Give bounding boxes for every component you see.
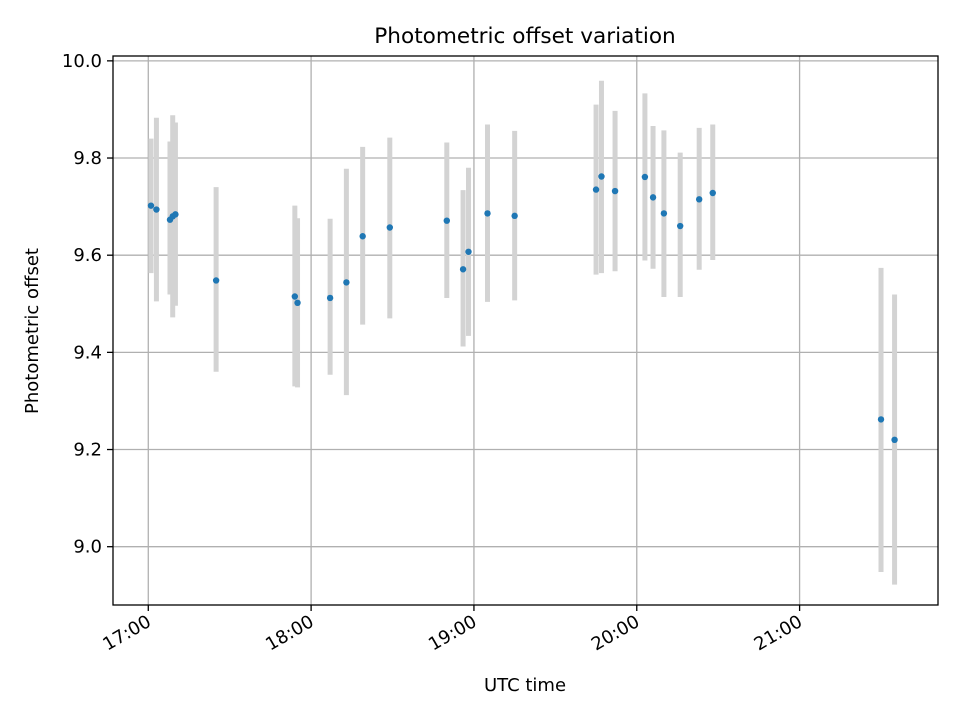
x-axis-label: UTC time: [484, 675, 566, 696]
data-point: [611, 187, 619, 195]
data-point: [877, 416, 885, 423]
data-point: [598, 173, 605, 180]
data-point: [343, 279, 350, 286]
y-axis: 9.0 9.2 9.4 9.6 9.8 10.0: [62, 51, 113, 558]
data-point: [172, 211, 179, 218]
data-point: [676, 222, 684, 230]
y-tick-label: 10.0: [62, 51, 102, 72]
data-point: [592, 186, 600, 193]
y-tick-label: 9.0: [73, 537, 102, 558]
data-point: [891, 436, 898, 444]
data-point: [695, 196, 703, 203]
data-point: [294, 299, 301, 307]
data-point: [709, 189, 716, 197]
data-point: [484, 210, 491, 217]
chart-title: Photometric offset variation: [374, 24, 675, 49]
y-tick-label: 9.2: [73, 440, 102, 461]
data-point: [641, 173, 649, 181]
y-axis-label: Photometric offset: [22, 248, 43, 414]
y-tick-label: 9.8: [73, 148, 102, 169]
data-point: [359, 233, 366, 240]
data-point: [147, 202, 155, 209]
data-point: [511, 212, 518, 220]
data-point: [660, 210, 668, 217]
data-point: [326, 294, 334, 302]
plot-frame: [112, 55, 939, 606]
data-point: [459, 266, 467, 273]
data-point: [291, 293, 299, 300]
data-point: [212, 277, 220, 284]
data-points: [147, 173, 898, 444]
data-point: [649, 194, 657, 201]
y-tick-label: 9.4: [73, 342, 102, 363]
grid: [113, 56, 938, 605]
data-point: [443, 217, 450, 224]
data-point: [153, 206, 160, 213]
data-point: [465, 248, 472, 255]
data-point: [386, 224, 394, 231]
y-tick-label: 9.6: [73, 245, 102, 266]
